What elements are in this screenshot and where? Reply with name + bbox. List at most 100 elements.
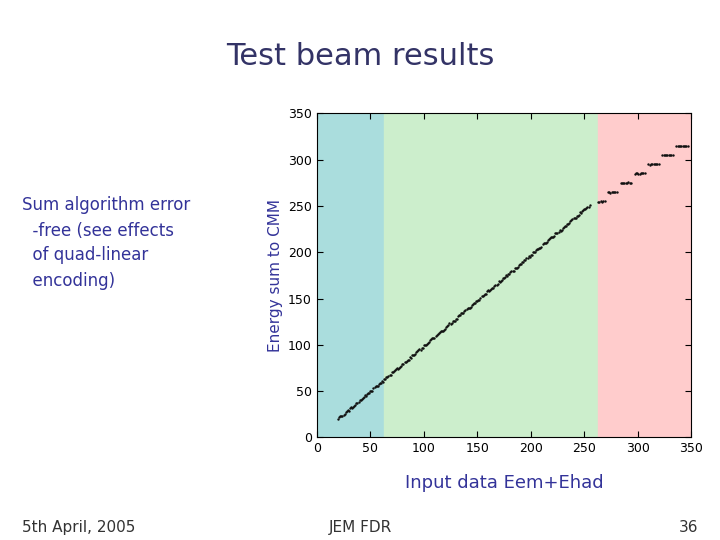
Point (374, 379, 386, 388)
Point (419, 341, 431, 349)
Point (582, 202, 594, 211)
Point (468, 298, 480, 307)
Point (647, 160, 658, 168)
Point (566, 216, 577, 225)
Point (426, 334, 438, 342)
Point (413, 346, 424, 354)
Point (410, 347, 422, 356)
Point (335, 412, 346, 421)
Point (513, 261, 525, 269)
Point (667, 151, 678, 160)
Point (534, 244, 545, 252)
Point (480, 289, 492, 298)
Point (382, 373, 393, 382)
Point (337, 411, 348, 420)
Point (397, 360, 409, 368)
Point (370, 382, 382, 390)
Point (555, 226, 567, 235)
Point (351, 399, 362, 408)
Point (340, 407, 351, 416)
Point (577, 206, 589, 214)
Point (361, 390, 373, 399)
Point (447, 316, 459, 325)
Point (406, 350, 418, 359)
Point (371, 382, 382, 391)
Point (621, 178, 633, 187)
Point (424, 336, 436, 345)
Point (549, 229, 561, 238)
Point (458, 309, 469, 318)
Point (660, 150, 672, 159)
Point (682, 141, 693, 150)
Point (443, 321, 454, 329)
Point (558, 222, 570, 231)
Point (675, 142, 687, 151)
Point (567, 214, 578, 223)
Point (408, 350, 420, 359)
Point (505, 268, 516, 276)
Point (333, 415, 344, 423)
Point (536, 242, 547, 251)
Point (543, 234, 554, 243)
Point (451, 314, 463, 323)
Point (623, 178, 634, 187)
Point (678, 141, 690, 150)
Point (379, 374, 390, 383)
Point (454, 310, 466, 319)
Point (381, 373, 392, 382)
Point (635, 169, 647, 178)
Point (553, 228, 564, 237)
Point (663, 151, 675, 159)
Point (539, 239, 550, 247)
Point (633, 170, 644, 178)
Point (428, 334, 439, 342)
Text: 5th April, 2005: 5th April, 2005 (22, 519, 135, 535)
Point (476, 292, 487, 300)
Point (525, 251, 536, 260)
Point (559, 221, 571, 230)
Point (487, 284, 498, 293)
Point (481, 287, 492, 296)
Point (485, 285, 496, 294)
Point (540, 239, 552, 247)
Point (670, 141, 682, 150)
Point (624, 178, 635, 187)
Text: JEM FDR: JEM FDR (328, 519, 392, 535)
Point (618, 178, 629, 187)
Point (416, 344, 428, 353)
Point (625, 178, 636, 187)
Point (414, 345, 426, 353)
Point (338, 410, 349, 419)
Point (366, 387, 377, 396)
Point (474, 295, 485, 304)
Point (377, 377, 388, 386)
Point (494, 278, 505, 286)
Point (417, 343, 428, 352)
Point (512, 263, 523, 272)
Point (428, 334, 440, 342)
Point (490, 281, 501, 289)
Point (369, 382, 380, 391)
Point (552, 229, 563, 238)
Point (348, 402, 359, 411)
Point (478, 291, 490, 299)
Point (503, 269, 515, 278)
Point (431, 330, 442, 339)
Point (339, 410, 351, 418)
Point (631, 169, 643, 178)
Point (395, 363, 406, 372)
Point (485, 285, 497, 294)
Point (657, 151, 668, 159)
Point (498, 274, 510, 283)
Bar (384, 113, 598, 437)
Point (616, 179, 628, 187)
Point (415, 346, 426, 354)
Point (372, 382, 384, 390)
Point (420, 340, 432, 349)
Point (375, 379, 387, 388)
Point (524, 253, 536, 261)
Point (544, 234, 556, 242)
Point (383, 372, 395, 380)
Point (386, 368, 397, 376)
Point (354, 396, 365, 404)
